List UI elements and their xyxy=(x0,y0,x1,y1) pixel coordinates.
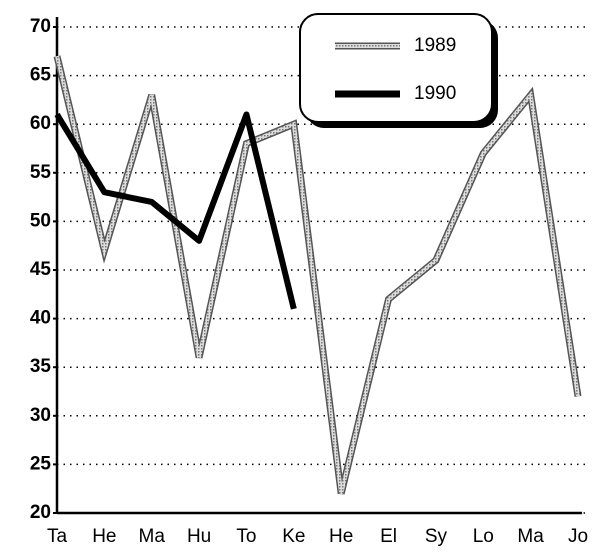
x-tick-label: Ke xyxy=(282,526,305,547)
y-tick-label: 25 xyxy=(30,453,52,474)
legend-label: 1989 xyxy=(414,35,456,56)
x-tick-label: El xyxy=(380,526,397,547)
series-line-fill xyxy=(55,55,580,495)
legend-box xyxy=(299,13,493,123)
x-tick-label: He xyxy=(92,526,116,547)
x-tick-label: Ma xyxy=(139,526,166,547)
x-tick-label: To xyxy=(236,526,256,547)
x-tick-label: Jo xyxy=(568,526,588,547)
y-tick-label: 55 xyxy=(30,162,52,183)
y-tick-label: 45 xyxy=(30,259,52,280)
x-tick-label: Ma xyxy=(517,526,544,547)
y-tick-label: 70 xyxy=(30,16,51,37)
y-tick-label: 35 xyxy=(30,356,52,377)
y-tick-label: 60 xyxy=(30,113,51,134)
y-tick-label: 30 xyxy=(30,405,51,426)
legend-label: 1990 xyxy=(414,83,456,104)
x-tick-label: Hu xyxy=(187,526,211,547)
y-tick-label: 20 xyxy=(30,502,51,523)
series-line xyxy=(54,111,297,310)
x-tick-label: He xyxy=(329,526,353,547)
x-tick-label: Ta xyxy=(47,526,68,547)
x-tick-label: Sy xyxy=(425,526,448,547)
y-tick-label: 40 xyxy=(30,308,51,329)
y-tick-label: 50 xyxy=(30,210,51,231)
x-tick-label: Lo xyxy=(473,526,494,547)
y-tick-label: 65 xyxy=(30,65,52,86)
